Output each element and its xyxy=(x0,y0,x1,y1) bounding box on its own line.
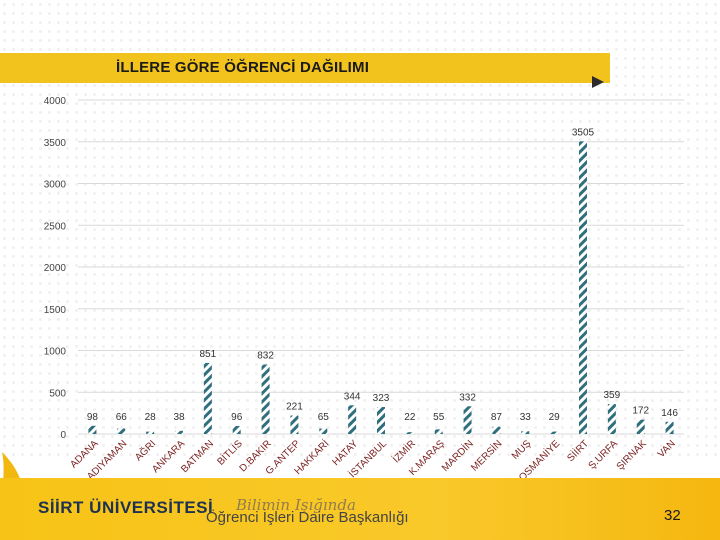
data-label: 65 xyxy=(318,412,330,423)
data-label: 332 xyxy=(459,392,476,403)
data-label: 323 xyxy=(373,393,390,404)
university-logo-text: SİİRT ÜNİVERSİTESİ xyxy=(38,498,214,517)
data-label: 29 xyxy=(549,412,561,423)
data-label: 172 xyxy=(632,406,649,417)
footer-band xyxy=(0,478,720,540)
bar-g.antep xyxy=(290,415,299,434)
data-label: 33 xyxy=(520,412,532,423)
department-name: Öğrenci İşleri Daire Başkanlığı xyxy=(206,509,409,526)
x-tick-label: MUŞ xyxy=(510,438,534,462)
chart-title: İLLERE GÖRE ÖĞRENCİ DAĞILIMI xyxy=(116,59,370,76)
data-label: 3505 xyxy=(572,127,595,138)
data-label: 146 xyxy=(661,408,678,419)
bar-şirnak xyxy=(636,419,645,434)
x-tick-label: İZMİR xyxy=(390,437,418,465)
slogan: Bilimin Işığında xyxy=(236,496,356,514)
bar-mardi̇n xyxy=(463,406,472,434)
x-tick-label: VAN xyxy=(656,438,678,460)
y-tick-label: 3000 xyxy=(44,180,67,191)
bar-van xyxy=(665,421,674,434)
y-tick-label: 2500 xyxy=(44,221,67,232)
bar-ş.urfa xyxy=(607,404,616,434)
bar-si̇i̇rt xyxy=(579,141,587,434)
x-tick-label: AĞRI xyxy=(132,437,158,463)
bar-d.bakir xyxy=(261,364,270,434)
x-tick-label: SİİRT xyxy=(564,437,591,464)
bar-hakkari̇ xyxy=(319,428,328,434)
x-tick-label: ŞIRNAK xyxy=(615,438,649,472)
bar-batman xyxy=(203,362,212,434)
bar-adiyaman xyxy=(117,428,126,434)
y-tick-label: 2000 xyxy=(44,263,67,274)
page-number: 32 xyxy=(664,507,681,524)
bar-hatay xyxy=(348,405,357,434)
x-tick-label: MERSİN xyxy=(468,437,505,474)
y-tick-label: 0 xyxy=(60,430,66,441)
play-arrow-icon xyxy=(592,76,604,88)
bar-mersi̇n xyxy=(492,426,501,434)
data-label: 851 xyxy=(200,349,217,360)
x-tick-label: MARDİN xyxy=(439,437,476,474)
bar-osmani̇ye xyxy=(550,431,559,434)
bar-i̇zmi̇r xyxy=(405,432,414,434)
data-label: 55 xyxy=(433,412,445,423)
y-tick-label: 3500 xyxy=(44,138,67,149)
data-label: 22 xyxy=(404,412,416,423)
data-label: 344 xyxy=(344,391,361,402)
bar-ankara xyxy=(175,430,183,434)
y-tick-label: 4000 xyxy=(44,96,67,107)
x-tick-label: Ş.URFA xyxy=(587,438,621,472)
data-label: 66 xyxy=(116,412,128,423)
data-label: 28 xyxy=(145,412,157,423)
bar-adana xyxy=(88,425,97,434)
data-label: 38 xyxy=(173,412,185,423)
bar-i̇stanbul xyxy=(377,407,385,434)
data-label: 87 xyxy=(491,412,503,423)
data-label: 221 xyxy=(286,402,303,413)
bar-ağri xyxy=(146,431,155,434)
data-label: 96 xyxy=(231,412,243,423)
y-tick-label: 500 xyxy=(49,388,66,399)
bar-bi̇tli̇s xyxy=(232,425,241,434)
data-label: 832 xyxy=(257,351,274,362)
data-label: 98 xyxy=(87,412,99,423)
data-label: 359 xyxy=(604,390,621,401)
bar-muş xyxy=(521,431,530,434)
y-tick-label: 1500 xyxy=(44,305,67,316)
y-tick-label: 1000 xyxy=(44,347,67,358)
bar-k.maraş xyxy=(434,429,443,434)
title-bar xyxy=(0,53,610,83)
